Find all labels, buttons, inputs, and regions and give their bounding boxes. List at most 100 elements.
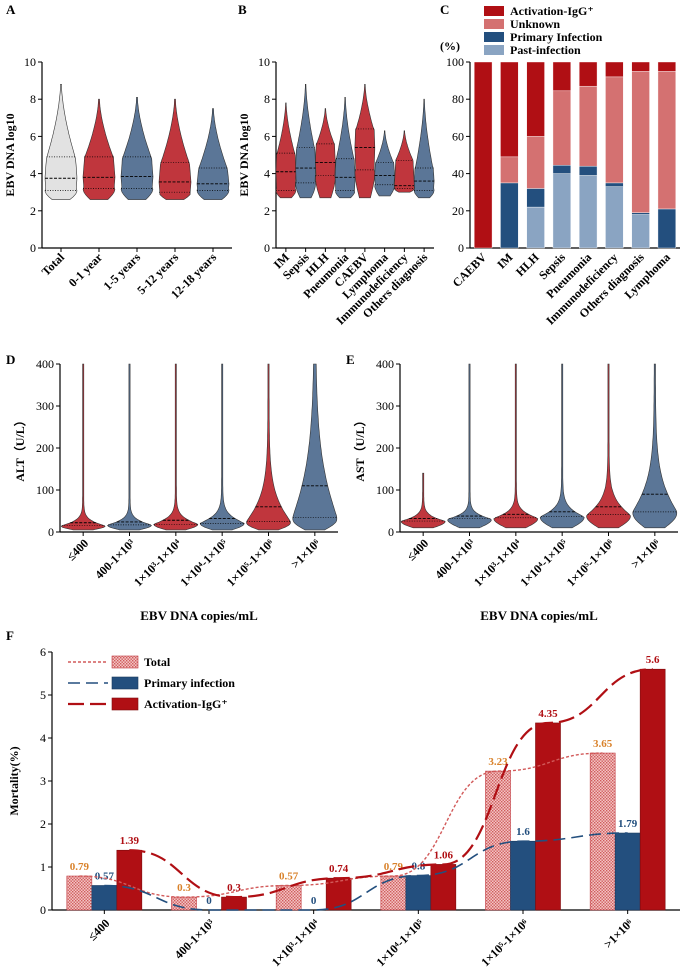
e-ytick-label: 200 xyxy=(376,441,394,455)
f-data-label: 3.23 xyxy=(488,756,508,768)
f-ytick-label: 5 xyxy=(40,688,46,702)
c-xtick-label: CAEBV xyxy=(450,250,490,290)
f-bar xyxy=(116,849,143,911)
f-bar xyxy=(614,832,641,911)
f-bar xyxy=(405,875,432,911)
c-bar-segment xyxy=(605,182,624,187)
b-ytick-label: 2 xyxy=(264,204,270,218)
e-violin xyxy=(493,363,539,529)
e-ytick-label: 300 xyxy=(376,399,394,413)
d-ytick-label: 0 xyxy=(48,525,54,539)
e-xtick-label: 1×10⁴-1×10⁵ xyxy=(517,536,570,589)
f-bar xyxy=(221,896,247,911)
c-ytick-label: 0 xyxy=(458,241,464,255)
f-data-label: 1.39 xyxy=(120,835,140,847)
c-bar-segment xyxy=(605,76,624,184)
c-xtick-label: IM xyxy=(494,250,515,271)
c-bar-segment xyxy=(552,165,572,174)
f-xtick-label: >1×10⁶ xyxy=(601,916,636,951)
f-bar xyxy=(510,840,536,911)
c-legend-swatch xyxy=(484,19,504,29)
d-ytick-label: 300 xyxy=(36,399,54,413)
f-bar xyxy=(430,864,457,911)
c-bar-segment xyxy=(605,186,624,249)
c-ytick-label: 20 xyxy=(452,204,464,218)
d-ytick-label: 100 xyxy=(36,483,54,497)
f-xtick-label: ≤400 xyxy=(85,916,112,943)
f-data-label: 1.6 xyxy=(516,826,530,838)
c-bar-segment xyxy=(500,156,519,184)
c-bar-segment xyxy=(579,61,598,87)
f-legend-label: Primary infection xyxy=(144,676,235,690)
f-ytick-label: 2 xyxy=(40,817,46,831)
f-ytick-label: 3 xyxy=(40,774,46,788)
f-data-label: 0.57 xyxy=(279,870,299,882)
d-xtick-label: ≤400 xyxy=(64,536,91,563)
f-legend-label: Total xyxy=(144,655,171,669)
d-y-title: ALT（U/L） xyxy=(12,414,27,482)
d-xtick-label: >1×10⁶ xyxy=(288,536,323,571)
b-violin xyxy=(334,97,356,199)
b-violin xyxy=(354,84,376,199)
c-bar-segment xyxy=(631,214,650,249)
c-bar-segment xyxy=(526,188,545,208)
a-ytick-label: 0 xyxy=(30,241,36,255)
chart-d-alt-by-copies: 0 100 200 300 400 ALT（U/L） ≤400 400-1×10³1×10³-… xyxy=(12,357,338,623)
f-data-label: 0 xyxy=(206,895,212,907)
d-x-title: EBV DNA copies/mL xyxy=(140,608,258,623)
f-data-label: 5.6 xyxy=(646,654,660,666)
c-bar-segment xyxy=(552,90,572,166)
b-violin xyxy=(394,130,415,193)
f-data-label: 1.79 xyxy=(618,818,638,830)
panel-label-b: B xyxy=(238,2,247,17)
a-xtick-label: Total xyxy=(39,250,68,279)
c-bar-segment xyxy=(526,136,545,189)
e-x-title: EBV DNA copies/mL xyxy=(480,608,598,623)
e-violin xyxy=(447,363,492,529)
d-ytick-label: 200 xyxy=(36,441,54,455)
f-ytick-label: 0 xyxy=(40,903,46,917)
c-bar-segment xyxy=(500,182,519,249)
e-ytick-label: 0 xyxy=(388,525,394,539)
b-ytick-label: 6 xyxy=(264,129,270,143)
c-bar-segment xyxy=(631,212,650,215)
f-bar xyxy=(325,877,352,911)
f-data-label: 0.79 xyxy=(70,861,90,873)
a-y-title: EBV DNA log10 xyxy=(3,113,17,196)
e-xtick-label: 1×10⁵-1×10⁶ xyxy=(564,536,617,589)
c-legend-label: Activation-IgG⁺ xyxy=(510,4,594,18)
c-ytick-label: 40 xyxy=(452,167,464,181)
f-xtick-label: 400-1×10³ xyxy=(172,916,218,962)
f-data-label: 0.3 xyxy=(177,882,191,894)
panel-label-d: D xyxy=(6,352,15,367)
a-xtick-label: 0-1 year xyxy=(66,250,106,290)
a-violin xyxy=(44,84,78,200)
panel-label-e: E xyxy=(346,352,355,367)
b-violin xyxy=(275,102,297,199)
f-ytick-label: 1 xyxy=(40,860,46,874)
c-bar-segment xyxy=(631,71,650,213)
f-data-label: 0.79 xyxy=(384,861,404,873)
chart-f-mortality: 0 1 2 3 4 5 6 Mortality(%) 0.79 0.57 1.39 ≤400 0.3 0 0… xyxy=(7,645,680,969)
e-violin xyxy=(400,472,446,529)
a-ytick-label: 2 xyxy=(30,204,36,218)
d-ytick-label: 400 xyxy=(36,357,54,371)
f-data-label: 3.65 xyxy=(593,738,613,750)
f-y-title: Mortality(%) xyxy=(7,746,21,815)
d-violin xyxy=(107,363,152,531)
f-data-label: 4.35 xyxy=(538,708,558,720)
d-xtick-label: 400-1×10³ xyxy=(92,536,138,582)
a-violin xyxy=(158,98,192,200)
a-violin xyxy=(120,97,154,200)
c-bar-segment xyxy=(552,173,572,249)
c-ytick-label: 100 xyxy=(446,55,464,69)
c-bar-segment xyxy=(579,165,598,176)
e-violin xyxy=(539,363,585,529)
panel-label-a: A xyxy=(6,2,16,17)
c-legend-swatch xyxy=(484,32,504,42)
d-xtick-label: 1×10⁵-1×10⁶ xyxy=(224,536,277,589)
a-violin xyxy=(82,98,116,200)
f-bar xyxy=(589,752,616,911)
a-ytick-label: 8 xyxy=(30,92,36,106)
